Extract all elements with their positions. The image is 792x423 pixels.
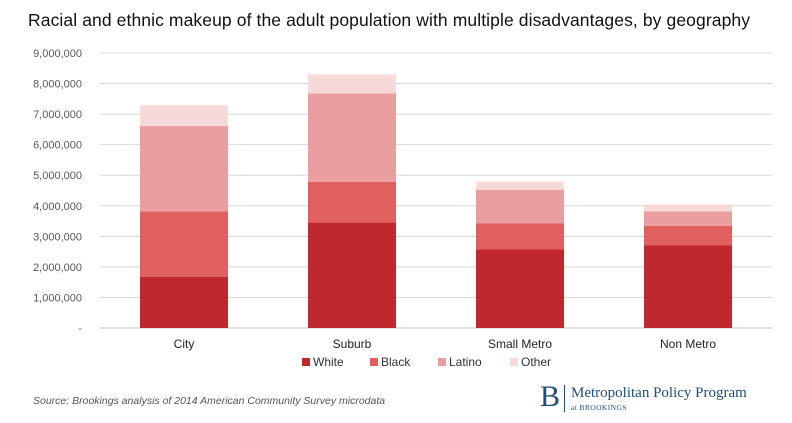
y-tick-label: 7,000,000 (33, 109, 82, 121)
y-tick-label: 5,000,000 (33, 170, 82, 182)
bar-segment-white (140, 276, 228, 328)
y-tick-label: - (78, 323, 82, 335)
legend-swatch (302, 358, 310, 366)
source-note: Source: Brookings analysis of 2014 Ameri… (33, 395, 386, 407)
bar-segment-white (308, 222, 396, 328)
x-tick-label: Small Metro (488, 337, 552, 351)
brand-divider (564, 385, 565, 412)
y-tick-label: 4,000,000 (33, 201, 82, 213)
bar-segment-black (476, 223, 564, 250)
bar-segment-other (644, 204, 732, 212)
bar-segment-other (140, 105, 228, 127)
bar-segment-latino (644, 211, 732, 226)
legend-swatch (438, 358, 446, 366)
x-tick-label: Non Metro (660, 337, 716, 351)
bar-segment-black (644, 225, 732, 246)
bar-segment-latino (140, 126, 228, 212)
bar-segment-latino (308, 93, 396, 182)
chart-title: Racial and ethnic makeup of the adult po… (28, 10, 751, 30)
legend-label: White (313, 355, 344, 369)
bar-segment-latino (476, 189, 564, 224)
legend-label: Latino (449, 355, 482, 369)
bar-segment-black (308, 181, 396, 223)
legend-swatch (510, 358, 518, 366)
y-tick-label: 1,000,000 (33, 292, 82, 304)
x-tick-label: City (174, 337, 195, 351)
y-tick-label: 9,000,000 (33, 48, 82, 60)
brand-subtitle: at BROOKINGS (571, 403, 627, 412)
x-tick-label: Suburb (333, 337, 372, 351)
bar-segment-black (140, 211, 228, 277)
bar-segment-other (308, 74, 396, 94)
legend-label: Other (521, 355, 551, 369)
bar-segment-other (476, 181, 564, 190)
y-tick-label: 6,000,000 (33, 140, 82, 152)
y-tick-label: 3,000,000 (33, 231, 82, 243)
legend-swatch (370, 358, 378, 366)
y-tick-label: 8,000,000 (33, 79, 82, 91)
brand-name: Metropolitan Policy Program (571, 385, 747, 401)
brookings-logo: B Metropolitan Policy Program at BROOKIN… (540, 380, 780, 415)
brand-b-mark: B (540, 380, 561, 413)
legend-label: Black (381, 355, 411, 369)
stacked-bar-chart: - 1,000,000 2,000,000 3,000,000 4,000,000 5,0… (33, 48, 772, 369)
bar-segment-white (476, 249, 564, 328)
y-tick-label: 2,000,000 (33, 262, 82, 274)
bar-segment-white (644, 245, 732, 328)
